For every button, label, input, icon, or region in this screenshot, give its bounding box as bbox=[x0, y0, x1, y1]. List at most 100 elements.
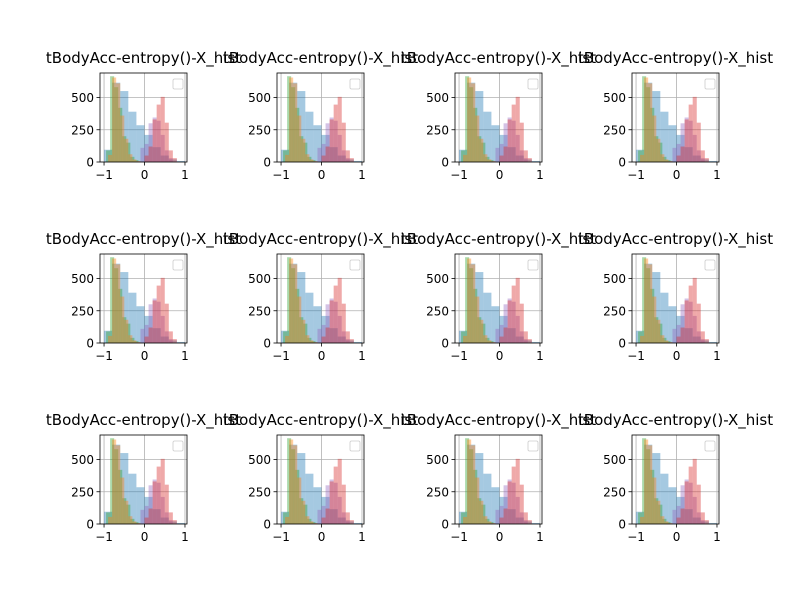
histogram-bar-s4-b1 bbox=[325, 146, 330, 162]
histogram-bar-s2-b1 bbox=[467, 439, 472, 524]
histogram-bar-s3-b7 bbox=[164, 331, 169, 343]
histogram-bar-s2-b5 bbox=[483, 335, 488, 343]
histogram-bar-s3-b7 bbox=[164, 512, 169, 524]
histogram-bar-s4-b0 bbox=[676, 336, 681, 343]
histogram-bar-s2-b5 bbox=[483, 516, 488, 524]
histogram-bar-s3-b1 bbox=[140, 147, 145, 162]
histogram-bar-s4-b0 bbox=[321, 517, 326, 524]
histogram-bar-s0-b7 bbox=[160, 336, 169, 343]
histogram-bar-s3-b1 bbox=[495, 147, 500, 162]
histogram-bar-s1-b4 bbox=[299, 136, 304, 162]
histogram-bar-s0-b7 bbox=[515, 517, 524, 524]
y-tick-label: 0 bbox=[263, 518, 271, 532]
histogram-bar-s0-b7 bbox=[337, 517, 346, 524]
histogram-bar-s4-b4 bbox=[160, 96, 165, 162]
histogram-bar-s0-b6 bbox=[329, 509, 338, 524]
y-tick-label: 500 bbox=[71, 272, 94, 286]
histogram-bar-s0-b7 bbox=[515, 155, 524, 162]
histogram-bar-s4-b6 bbox=[700, 150, 705, 162]
histogram-bar-s4-b3 bbox=[511, 466, 516, 524]
histogram-bar-s2-b4 bbox=[301, 138, 306, 162]
x-tick-label: 0 bbox=[496, 168, 504, 182]
x-tick-label: 1 bbox=[358, 168, 366, 182]
histogram-bar-s1-b5 bbox=[303, 504, 308, 524]
histogram-bar-s1-b6 bbox=[307, 337, 312, 343]
histogram-bar-s4-b2 bbox=[152, 481, 157, 524]
histogram-bar-s0-b4 bbox=[668, 125, 677, 162]
histogram-bar-s2-b4 bbox=[124, 138, 129, 162]
legend-box bbox=[527, 440, 539, 452]
x-tick-label: −1 bbox=[450, 530, 468, 544]
histogram-bar-s2-b6 bbox=[664, 159, 669, 162]
histogram-bar-s4-b4 bbox=[692, 277, 697, 343]
histogram-bar-s1-b2 bbox=[469, 87, 474, 162]
x-tick-label: 0 bbox=[141, 349, 149, 363]
histogram-bar-s2-b1 bbox=[467, 258, 472, 343]
histogram-bar-s1-b7 bbox=[489, 160, 494, 162]
histogram-bar-s1-b1 bbox=[465, 257, 470, 343]
histogram-bar-s0-b3 bbox=[483, 111, 492, 162]
histogram-bar-s0-b9 bbox=[176, 160, 185, 162]
y-tick-label: 0 bbox=[618, 518, 626, 532]
histogram-bar-s1-b0 bbox=[461, 150, 466, 162]
x-tick-label: −1 bbox=[95, 349, 113, 363]
histogram-bar-s2-b7 bbox=[136, 160, 141, 162]
histogram-bar-s3-b2 bbox=[144, 324, 149, 343]
subplot-title: tBodyAcc-entropy()-X_hist bbox=[578, 411, 773, 430]
histogram-bar-s2-b1 bbox=[112, 77, 117, 162]
histogram-bar-s4-b7 bbox=[527, 158, 532, 162]
legend-box bbox=[704, 440, 716, 452]
histogram-bar-s0-b2 bbox=[475, 453, 484, 524]
histogram-bar-s3-b6 bbox=[160, 496, 165, 524]
histogram-bar-s4-b1 bbox=[503, 327, 508, 343]
histogram-bar-s2-b0 bbox=[285, 516, 290, 524]
histogram-bar-s4-b7 bbox=[704, 339, 709, 343]
histogram-bar-s3-b2 bbox=[321, 324, 326, 343]
histogram-bar-s3-b6 bbox=[337, 496, 342, 524]
histogram-bar-s1-b1 bbox=[465, 438, 470, 524]
histogram-bar-s3-b1 bbox=[672, 509, 677, 524]
histogram-bar-s0-b8 bbox=[700, 340, 709, 343]
histogram-bar-s3-b8 bbox=[700, 339, 705, 343]
histogram-bar-s1-b0 bbox=[283, 512, 288, 524]
histogram-bar-s2-b7 bbox=[668, 522, 673, 524]
histogram-bar-s1-b0 bbox=[638, 331, 643, 343]
histogram-bar-s4-b0 bbox=[144, 336, 149, 343]
histogram-bar-s4-b1 bbox=[148, 146, 153, 162]
histogram-bar-s4-b6 bbox=[523, 512, 528, 524]
histogram-bar-s1-b5 bbox=[481, 504, 486, 524]
histogram-bar-s2-b6 bbox=[309, 340, 314, 343]
histogram-bar-s2-b4 bbox=[479, 500, 484, 524]
histogram-bar-s4-b1 bbox=[148, 327, 153, 343]
histogram-bar-s4-b0 bbox=[499, 336, 504, 343]
histogram-bar-s1-b2 bbox=[646, 268, 651, 343]
histogram-bar-s2-b6 bbox=[487, 340, 492, 343]
histogram-bar-s3-b6 bbox=[515, 134, 520, 162]
histogram-bar-s3-b5 bbox=[688, 301, 693, 343]
histogram-bar-s4-b7 bbox=[704, 158, 709, 162]
histogram-bar-s0-b3 bbox=[660, 292, 669, 343]
histogram-bar-s2-b5 bbox=[305, 154, 310, 162]
histogram-bar-s4-b5 bbox=[341, 303, 346, 343]
subplot-title: tBodyAcc-entropy()-X_hist bbox=[46, 49, 241, 68]
histogram-bar-s1-b1 bbox=[110, 257, 115, 343]
histogram-bar-s1-b7 bbox=[311, 522, 316, 524]
histogram-bar-s1-b0 bbox=[283, 150, 288, 162]
histogram-bar-s3-b3 bbox=[680, 485, 685, 524]
histogram-bar-s3-b2 bbox=[499, 324, 504, 343]
histogram-bar-s1-b2 bbox=[114, 449, 119, 524]
histogram-bar-s4-b5 bbox=[164, 303, 169, 343]
histogram-bar-s0-b0 bbox=[281, 149, 290, 162]
histogram-bar-s0-b7 bbox=[337, 336, 346, 343]
histogram-bar-s1-b4 bbox=[477, 317, 482, 343]
histogram-bar-s2-b5 bbox=[128, 335, 133, 343]
histogram-bar-s2-b0 bbox=[463, 516, 468, 524]
axes-frame bbox=[99, 253, 188, 344]
histogram-bar-s1-b1 bbox=[642, 438, 647, 524]
histogram-bar-s3-b6 bbox=[160, 315, 165, 343]
histogram-bar-s3-b5 bbox=[511, 301, 516, 343]
histogram-bar-s1-b0 bbox=[638, 150, 643, 162]
